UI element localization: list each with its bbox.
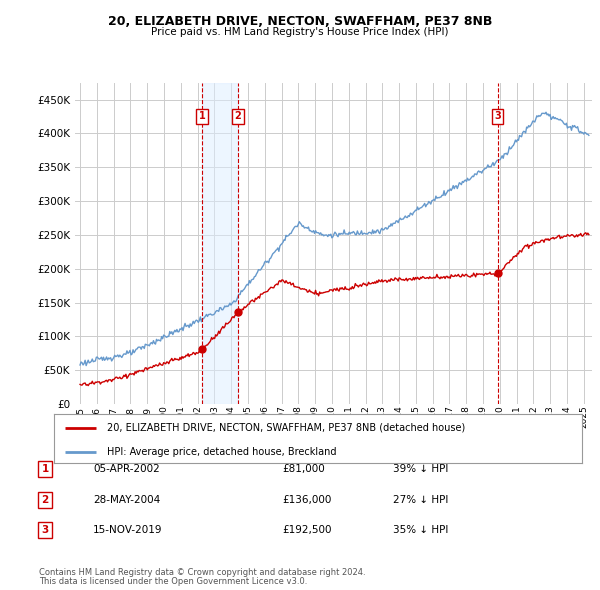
Text: 15-NOV-2019: 15-NOV-2019 — [93, 526, 163, 535]
Text: £136,000: £136,000 — [282, 495, 331, 504]
Text: £192,500: £192,500 — [282, 526, 331, 535]
Text: 2: 2 — [41, 495, 49, 504]
Text: 05-APR-2002: 05-APR-2002 — [93, 464, 160, 474]
Bar — [202, 83, 238, 404]
Text: Price paid vs. HM Land Registry's House Price Index (HPI): Price paid vs. HM Land Registry's House … — [151, 27, 449, 37]
Text: 3: 3 — [41, 526, 49, 535]
Text: This data is licensed under the Open Government Licence v3.0.: This data is licensed under the Open Gov… — [39, 578, 307, 586]
Text: HPI: Average price, detached house, Breckland: HPI: Average price, detached house, Brec… — [107, 447, 337, 457]
Text: 1: 1 — [41, 464, 49, 474]
Text: 35% ↓ HPI: 35% ↓ HPI — [393, 526, 448, 535]
Text: 1: 1 — [199, 112, 205, 122]
Text: Contains HM Land Registry data © Crown copyright and database right 2024.: Contains HM Land Registry data © Crown c… — [39, 568, 365, 577]
Text: £81,000: £81,000 — [282, 464, 325, 474]
Text: 27% ↓ HPI: 27% ↓ HPI — [393, 495, 448, 504]
Text: 3: 3 — [494, 112, 501, 122]
Text: 39% ↓ HPI: 39% ↓ HPI — [393, 464, 448, 474]
Text: 20, ELIZABETH DRIVE, NECTON, SWAFFHAM, PE37 8NB (detached house): 20, ELIZABETH DRIVE, NECTON, SWAFFHAM, P… — [107, 423, 465, 433]
Text: 20, ELIZABETH DRIVE, NECTON, SWAFFHAM, PE37 8NB: 20, ELIZABETH DRIVE, NECTON, SWAFFHAM, P… — [108, 15, 492, 28]
Text: 2: 2 — [235, 112, 241, 122]
Text: 28-MAY-2004: 28-MAY-2004 — [93, 495, 160, 504]
